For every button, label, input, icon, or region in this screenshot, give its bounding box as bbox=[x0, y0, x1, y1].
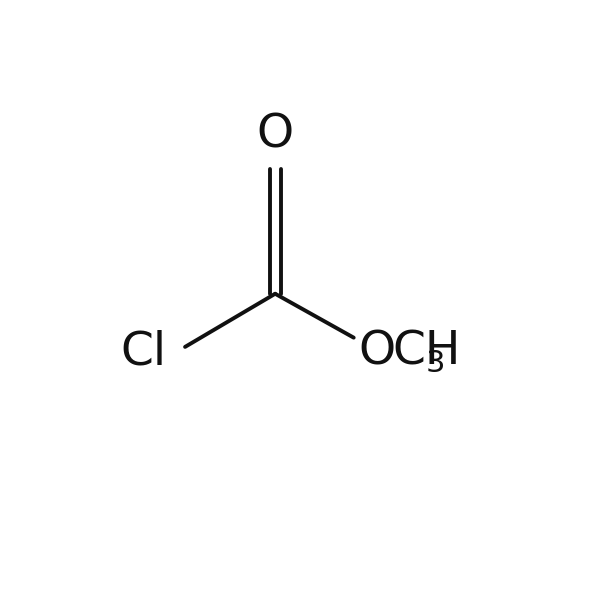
Text: CH: CH bbox=[392, 329, 460, 374]
Text: 3: 3 bbox=[426, 349, 445, 377]
Text: Cl: Cl bbox=[121, 329, 167, 374]
Text: O: O bbox=[257, 112, 294, 157]
Text: O: O bbox=[358, 329, 395, 374]
